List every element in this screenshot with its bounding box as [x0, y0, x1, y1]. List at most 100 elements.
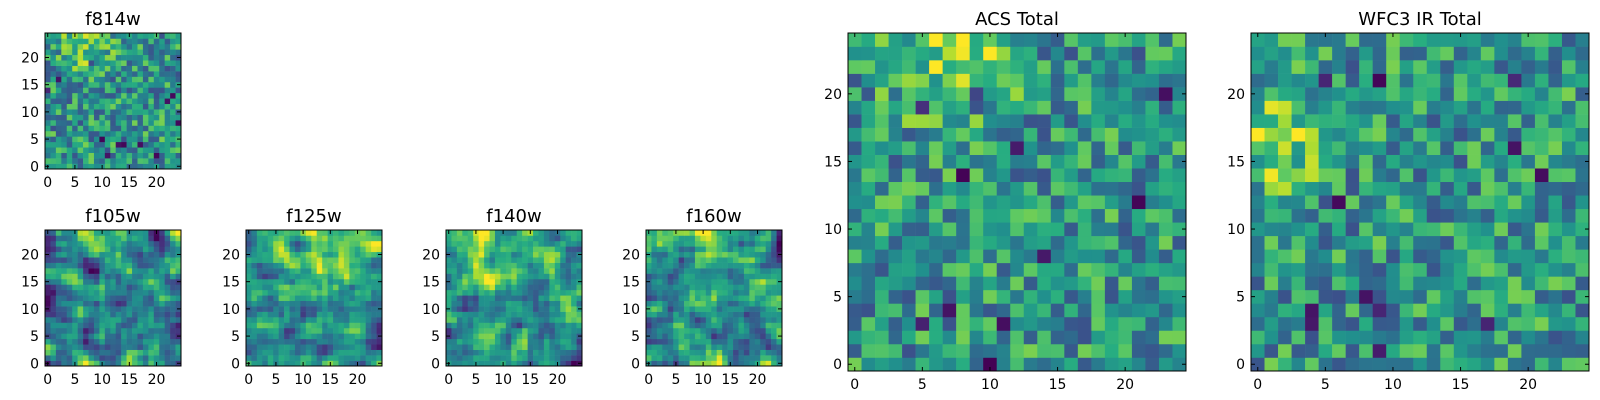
heatmap-cell — [500, 350, 506, 356]
heatmap-cell — [766, 241, 772, 247]
heatmap-cell — [479, 241, 485, 247]
heatmap-cell — [78, 109, 84, 115]
heatmap-cell — [50, 355, 56, 361]
heatmap-cell — [749, 279, 755, 285]
heatmap-cell — [457, 317, 463, 323]
heatmap-cell — [875, 74, 889, 88]
heatmap-cell — [105, 317, 111, 323]
heatmap-cell — [657, 306, 663, 312]
heatmap-cell — [668, 355, 674, 361]
heatmap-cell — [127, 125, 133, 131]
heatmap-cell — [83, 252, 89, 258]
heatmap-cell — [143, 263, 149, 269]
heatmap-cell — [511, 361, 517, 367]
heatmap-cell — [306, 317, 312, 323]
heatmap-cell — [176, 344, 182, 350]
heatmap-cell — [105, 158, 111, 164]
heatmap-cell — [695, 295, 701, 301]
heatmap-cell — [116, 158, 122, 164]
heatmap-cell — [1145, 182, 1159, 196]
heatmap-cell — [1078, 222, 1092, 236]
heatmap-cell — [116, 147, 122, 153]
heatmap-cell — [328, 241, 334, 247]
heatmap-cell — [1265, 195, 1279, 209]
heatmap-cell — [983, 303, 997, 317]
heatmap-cell — [956, 101, 970, 115]
heatmap-cell — [99, 246, 105, 252]
heatmap-cell — [566, 339, 572, 345]
heatmap-cell — [1132, 155, 1146, 169]
heatmap-cell — [143, 142, 149, 148]
heatmap-cell — [511, 312, 517, 318]
heatmap-cell — [268, 301, 274, 307]
heatmap-cell — [560, 257, 566, 263]
heatmap-cell — [67, 44, 73, 50]
heatmap-cell — [355, 312, 361, 318]
heatmap-cell — [717, 317, 723, 323]
heatmap-cell — [451, 290, 457, 296]
heatmap-cell — [137, 252, 143, 258]
heatmap-cell — [695, 241, 701, 247]
heatmap-cell — [717, 312, 723, 318]
heatmap-cell — [1118, 87, 1132, 101]
heatmap-cell — [997, 168, 1011, 182]
heatmap-cell — [983, 182, 997, 196]
heatmap-cell — [56, 44, 62, 50]
heatmap-cell — [89, 164, 95, 170]
heatmap-cell — [1064, 290, 1078, 304]
heatmap-cell — [45, 153, 51, 159]
heatmap-cell — [1481, 236, 1495, 250]
heatmap-cell — [484, 295, 490, 301]
heatmap-cell — [322, 361, 328, 367]
heatmap-cell — [479, 268, 485, 274]
heatmap-cell — [99, 235, 105, 241]
heatmap-cell — [110, 104, 116, 110]
heatmap-cell — [290, 246, 296, 252]
heatmap-cell — [78, 268, 84, 274]
heatmap-cell — [78, 82, 84, 88]
heatmap-cell — [679, 257, 685, 263]
heatmap-cell — [711, 328, 717, 334]
heatmap-cell — [148, 274, 154, 280]
heatmap-cell — [889, 114, 903, 128]
heatmap-cell — [1051, 168, 1065, 182]
heatmap-cell — [338, 274, 344, 280]
heatmap-cell — [116, 361, 122, 367]
heatmap-cell — [1467, 357, 1481, 371]
heatmap-cell — [322, 235, 328, 241]
heatmap-cell — [121, 87, 127, 93]
heatmap-cell — [94, 230, 100, 236]
heatmap-cell — [116, 328, 122, 334]
heatmap-cell — [943, 128, 957, 142]
heatmap-cell — [1105, 74, 1119, 88]
heatmap-cell — [511, 317, 517, 323]
heatmap-cell — [733, 252, 739, 258]
heatmap-cell — [495, 284, 501, 290]
heatmap-cell — [148, 295, 154, 301]
x-tick-label: 0 — [850, 377, 859, 393]
heatmap-cell — [673, 235, 679, 241]
heatmap-cell — [50, 136, 56, 142]
heatmap-cell — [571, 290, 577, 296]
heatmap-cell — [78, 263, 84, 269]
heatmap-cell — [446, 263, 452, 269]
heatmap-cell — [695, 350, 701, 356]
heatmap-cell — [1010, 128, 1024, 142]
heatmap-cell — [983, 47, 997, 61]
heatmap-cell — [317, 317, 323, 323]
heatmap-cell — [1535, 141, 1549, 155]
heatmap-cell — [72, 109, 78, 115]
heatmap-cell — [251, 252, 257, 258]
heatmap-cell — [159, 82, 165, 88]
heatmap-cell — [137, 71, 143, 77]
heatmap-cell — [549, 361, 555, 367]
heatmap-cell — [94, 295, 100, 301]
heatmap-cell — [1467, 33, 1481, 47]
heatmap-cell — [143, 104, 149, 110]
heatmap-cell — [83, 333, 89, 339]
heatmap-cell — [1091, 317, 1105, 331]
heatmap-cell — [56, 252, 62, 258]
heatmap-cell — [132, 60, 138, 66]
heatmap-cell — [1024, 290, 1038, 304]
heatmap-cell — [67, 312, 73, 318]
